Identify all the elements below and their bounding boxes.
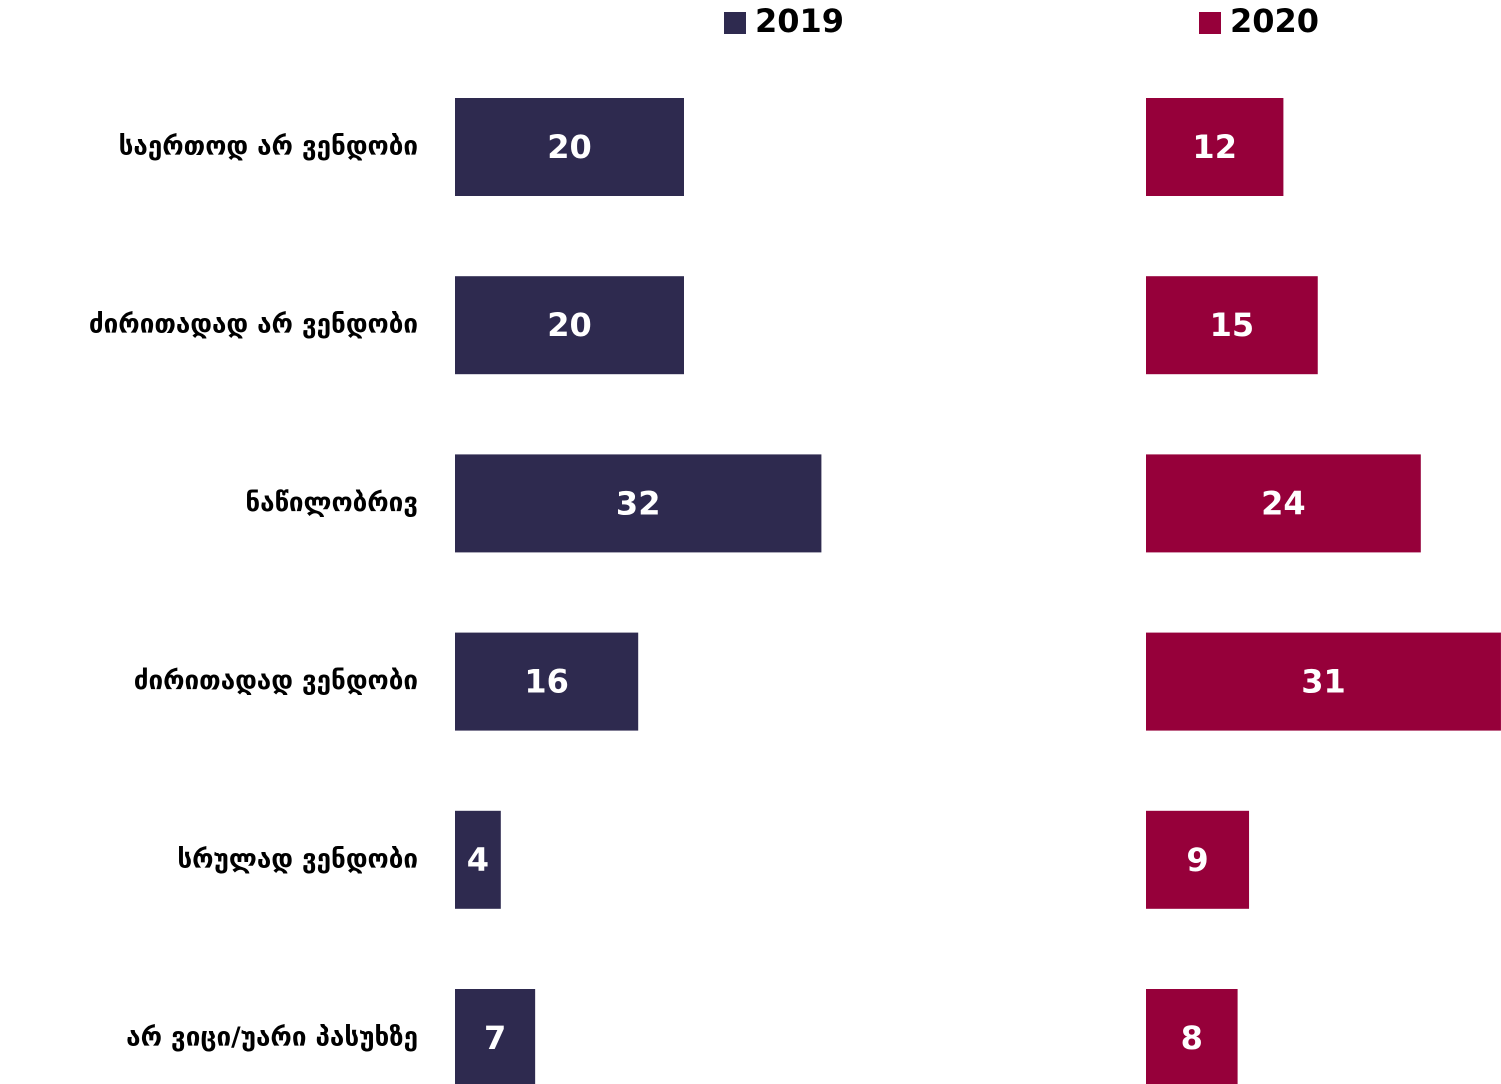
value-label: 7 (484, 1019, 506, 1057)
bar (1146, 98, 1284, 196)
category-label: ძირითადად ვენდობი (134, 666, 418, 696)
value-label: 4 (467, 841, 489, 879)
bar (1146, 454, 1421, 553)
value-label: 12 (1192, 128, 1237, 166)
bar (1146, 632, 1501, 731)
legend-swatch (724, 12, 746, 34)
value-label: 9 (1186, 841, 1208, 879)
bar (1146, 989, 1238, 1084)
value-label: 31 (1301, 663, 1346, 701)
legend-label: 2019 (755, 2, 844, 40)
bar (1146, 276, 1318, 375)
bar (455, 98, 684, 196)
category-label: საერთოდ არ ვენდობი (119, 132, 418, 162)
value-label: 32 (616, 484, 661, 522)
bar (1146, 810, 1250, 909)
value-label: 16 (524, 663, 569, 701)
value-label: 24 (1261, 484, 1306, 522)
bar (455, 810, 501, 909)
value-label: 15 (1210, 306, 1255, 344)
legend-swatch (1199, 12, 1221, 34)
bar (455, 632, 639, 731)
value-label: 20 (547, 128, 592, 166)
legend-label: 2020 (1230, 2, 1319, 40)
bar (455, 454, 822, 553)
category-label: ნაწილობრივ (245, 488, 418, 518)
value-label: 20 (547, 306, 592, 344)
category-label: არ ვიცი/უარი პასუხზე (126, 1023, 418, 1053)
value-label: 8 (1181, 1019, 1203, 1057)
category-label: სრულად ვენდობი (177, 844, 418, 874)
bar (455, 989, 536, 1084)
category-label: ძირითადად არ ვენდობი (89, 310, 418, 340)
bar (455, 276, 684, 375)
